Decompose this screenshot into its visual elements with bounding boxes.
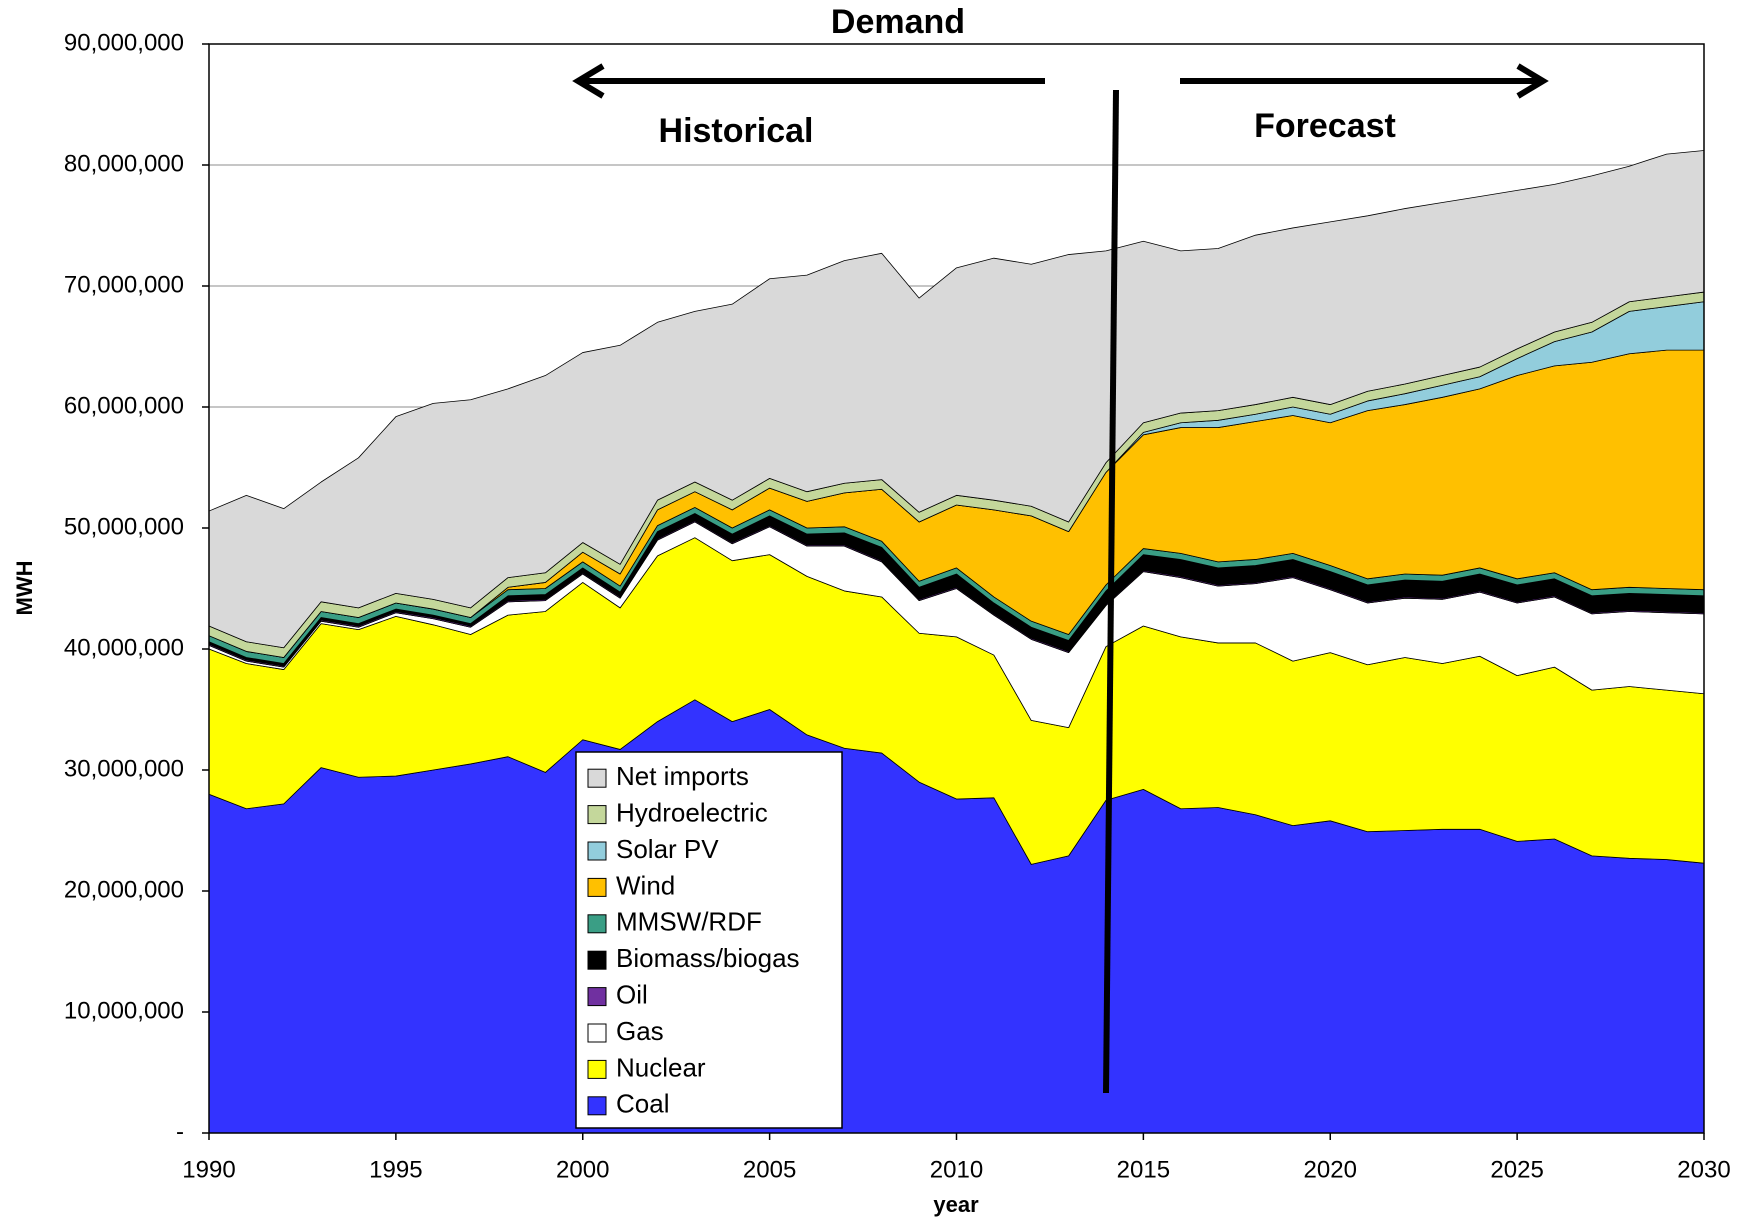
arrow-head (572, 63, 605, 99)
y-axis-label: MWH (12, 561, 37, 616)
chart-title: Demand (831, 3, 965, 41)
x-axis-label: year (933, 1192, 979, 1217)
x-tick-label: 2010 (930, 1156, 983, 1183)
x-tick-label: 2015 (1117, 1156, 1170, 1183)
legend-swatch (587, 950, 607, 970)
areas (208, 150, 1705, 1134)
y-tick-label: 50,000,000 (64, 513, 184, 540)
annotation: Historical (659, 112, 814, 150)
legend-label: Coal (616, 1089, 669, 1119)
legend: Net imports Hydroelectric Solar PV Wind MMSW… (575, 751, 843, 1129)
legend-swatch (587, 805, 607, 825)
y-tick-label: 70,000,000 (64, 271, 184, 298)
x-tick-label: 2000 (556, 1156, 609, 1183)
annotation: Forecast (1254, 107, 1396, 145)
arrow-head (1516, 63, 1549, 99)
legend-label: Biomass/biogas (616, 943, 800, 973)
x-tick-label: 1995 (369, 1156, 422, 1183)
legend-swatch (587, 877, 607, 897)
plot-border (208, 43, 1705, 1134)
legend-swatch (587, 1096, 607, 1116)
legend-label: Nuclear (616, 1052, 706, 1082)
y-tick-label: 10,000,000 (64, 997, 184, 1024)
legend-swatch (587, 987, 607, 1007)
legend-label: Gas (616, 1016, 664, 1046)
x-tick-label: 2030 (1677, 1156, 1730, 1183)
y-tick-label: - (176, 1118, 184, 1145)
y-tick-label: 40,000,000 (64, 634, 184, 661)
y-tick-label: 80,000,000 (64, 150, 184, 177)
y-tick-label: 90,000,000 (64, 29, 184, 56)
legend-swatch (587, 914, 607, 934)
y-tick-label: 20,000,000 (64, 876, 184, 903)
legend-swatch (587, 841, 607, 861)
legend-swatch (587, 768, 607, 788)
x-tick-label: 1990 (182, 1156, 235, 1183)
legend-swatch (587, 1059, 607, 1079)
arrows (572, 63, 1549, 1094)
legend-label: Wind (616, 870, 675, 900)
legend-swatch (587, 1023, 607, 1043)
legend-label: MMSW/RDF (616, 907, 762, 937)
x-tick-label: 2020 (1304, 1156, 1357, 1183)
y-tick-label: 30,000,000 (64, 755, 184, 782)
legend-box (575, 751, 843, 1129)
y-tick-label: 60,000,000 (64, 392, 184, 419)
divider-line (1103, 89, 1119, 1094)
legend-label: Oil (616, 979, 648, 1009)
axes: - 10,000,000 20,000,000 30,000,000 40,000,00… (64, 29, 1731, 1183)
legend-label: Hydroelectric (616, 797, 768, 827)
legend-label: Net imports (616, 761, 749, 791)
legend-label: Solar PV (616, 834, 719, 864)
x-tick-label: 2005 (743, 1156, 796, 1183)
x-tick-label: 2025 (1490, 1156, 1543, 1183)
